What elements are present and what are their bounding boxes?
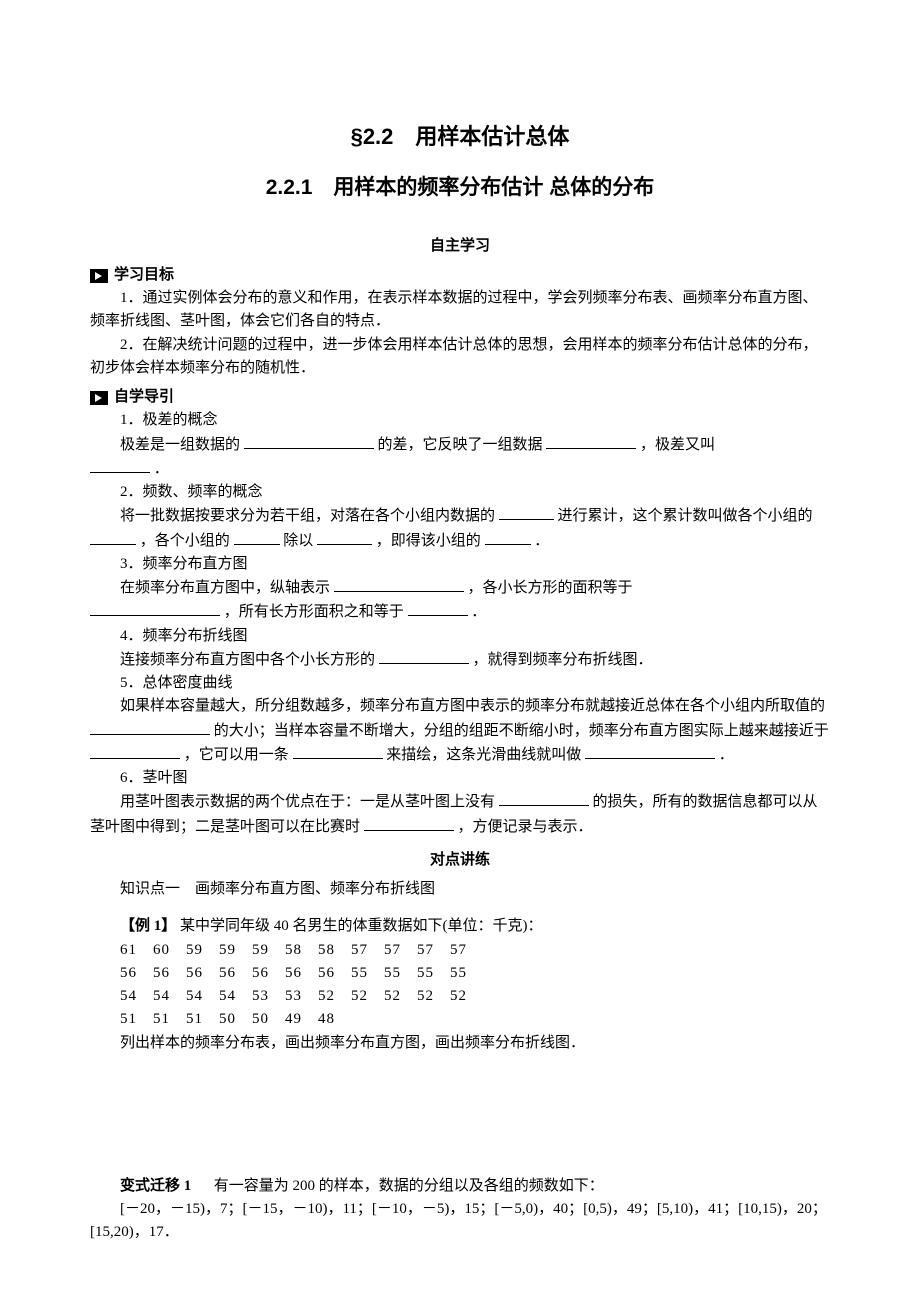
blank-field[interactable]: [90, 529, 136, 545]
item-2-body: 将一批数据按要求分为若干组，对落在各个小组内数据的 进行累计，这个累计数叫做各个…: [90, 504, 830, 553]
blank-field[interactable]: [90, 600, 220, 616]
text: 进行累计，这个累计数叫做各个小组的: [558, 508, 813, 524]
document-page: §2.2 用样本估计总体 2.2.1 用样本的频率分布估计 总体的分布 自主学习…: [0, 0, 920, 1305]
example-1-heading: 【例 1】 某中学同年级 40 名男生的体重数据如下(单位：千克)：: [90, 915, 830, 938]
goal-paragraph-1: 1．通过实例体会分布的意义和作用，在表示样本数据的过程中，学会列频率分布表、画频…: [90, 287, 830, 334]
blank-field[interactable]: [234, 529, 280, 545]
variant-heading: 变式迁移 1 有一容量为 200 的样本，数据的分组以及各组的频数如下：: [90, 1175, 830, 1198]
blank-field[interactable]: [334, 576, 464, 592]
data-row: 51 51 51 50 50 49 48: [120, 1008, 830, 1031]
item-6-body: 用茎叶图表示数据的两个优点在于：一是从茎叶图上没有 的损失，所有的数据信息都可以…: [90, 790, 830, 839]
text: ．: [154, 461, 169, 477]
text: 用茎叶图表示数据的两个优点在于：一是从茎叶图上没有: [120, 794, 495, 810]
data-row: 56 56 56 56 56 56 56 55 55 55 55: [120, 962, 830, 985]
data-row: 61 60 59 59 59 58 58 57 57 57 57: [120, 939, 830, 962]
item-2-title: 2．频数、频率的概念: [90, 481, 830, 504]
text: ，各个小组的: [140, 533, 230, 549]
item-1-body: 极差是一组数据的 的差，它反映了一组数据 ，极差又叫: [90, 433, 830, 457]
text: ，各小长方形的面积等于: [468, 580, 633, 596]
play-icon: [90, 269, 108, 283]
variant-text: 有一容量为 200 的样本，数据的分组以及各组的频数如下：: [214, 1178, 604, 1194]
blank-field[interactable]: [546, 433, 636, 449]
workspace-blank: [90, 1055, 830, 1175]
data-row: 54 54 54 54 53 53 52 52 52 52 52: [120, 985, 830, 1008]
guide-heading: 自学导引: [90, 386, 830, 409]
blank-field[interactable]: [379, 648, 469, 664]
goal-label: 学习目标: [114, 264, 174, 287]
text: 除以: [283, 533, 313, 549]
blank-field[interactable]: [499, 790, 589, 806]
play-icon: [90, 391, 108, 405]
item-6-title: 6．茎叶图: [90, 767, 830, 790]
text: ，方便记录与表示．: [458, 819, 593, 835]
guide-label: 自学导引: [114, 386, 174, 409]
blank-field[interactable]: [364, 815, 454, 831]
lecture-point-1: 知识点一 画频率分布直方图、频率分布折线图: [90, 878, 830, 901]
item-3-tail: ，所有长方形面积之和等于 ．: [90, 600, 830, 624]
item-5-title: 5．总体密度曲线: [90, 672, 830, 695]
blank-field[interactable]: [499, 504, 554, 520]
blank-field[interactable]: [585, 743, 715, 759]
text: 将一批数据按要求分为若干组，对落在各个小组内数据的: [120, 508, 495, 524]
text: ，所有长方形面积之和等于: [224, 604, 404, 620]
goal-heading: 学习目标: [90, 264, 830, 287]
blank-field[interactable]: [90, 457, 150, 473]
text: 如果样本容量越大，所分组数越多，频率分布直方图中表示的频率分布就越接近总体在各个…: [120, 698, 825, 714]
text: 在频率分布直方图中，纵轴表示: [120, 580, 330, 596]
item-3-title: 3．频率分布直方图: [90, 553, 830, 576]
text: 连接频率分布直方图中各个小长方形的: [120, 652, 375, 668]
text: ．: [719, 747, 734, 763]
item-1-tail: ．: [90, 457, 830, 481]
blank-field[interactable]: [485, 529, 531, 545]
item-3-body: 在频率分布直方图中，纵轴表示 ，各小长方形的面积等于: [90, 576, 830, 600]
text: ．: [534, 533, 549, 549]
text: ．: [471, 604, 486, 620]
section-title: §2.2 用样本估计总体: [90, 120, 830, 154]
item-1-title: 1．极差的概念: [90, 409, 830, 432]
text: ，就得到频率分布折线图．: [473, 652, 653, 668]
blank-field[interactable]: [244, 433, 374, 449]
variant-label: 变式迁移 1: [120, 1178, 191, 1194]
example-1-label: 【例 1】: [120, 918, 176, 934]
example-1-text: 某中学同年级 40 名男生的体重数据如下(单位：千克)：: [180, 918, 543, 934]
text: 极差是一组数据的: [120, 437, 240, 453]
subsection-title: 2.2.1 用样本的频率分布估计 总体的分布: [90, 172, 830, 205]
text: ，即得该小组的: [376, 533, 481, 549]
item-4-body: 连接频率分布直方图中各个小长方形的 ，就得到频率分布折线图．: [90, 648, 830, 672]
text: 的大小；当样本容量不断增大，分组的组距不断缩小时，频率分布直方图实际上越来越接近…: [214, 723, 829, 739]
text: 来描绘，这条光滑曲线就叫做: [386, 747, 581, 763]
subheading-self-study: 自主学习: [90, 235, 830, 258]
blank-field[interactable]: [293, 743, 383, 759]
text: ，极差又叫: [640, 437, 715, 453]
blank-field[interactable]: [90, 743, 180, 759]
subheading-lecture: 对点讲练: [90, 849, 830, 872]
item-4-title: 4．频率分布折线图: [90, 625, 830, 648]
spacer: [90, 901, 830, 915]
goal-paragraph-2: 2．在解决统计问题的过程中，进一步体会用样本估计总体的思想，会用样本的频率分布估…: [90, 334, 830, 381]
text: 的差，它反映了一组数据: [378, 437, 543, 453]
blank-field[interactable]: [90, 719, 210, 735]
example-1-task: 列出样本的频率分布表，画出频率分布直方图，画出频率分布折线图．: [90, 1032, 830, 1055]
text: ，它可以用一条: [184, 747, 289, 763]
blank-field[interactable]: [317, 529, 372, 545]
item-5-body: 如果样本容量越大，所分组数越多，频率分布直方图中表示的频率分布就越接近总体在各个…: [90, 695, 830, 767]
variant-data: [－20，－15)，7；[－15，－10)，11；[－10，－5)，15；[－5…: [90, 1198, 830, 1245]
blank-field[interactable]: [408, 600, 468, 616]
